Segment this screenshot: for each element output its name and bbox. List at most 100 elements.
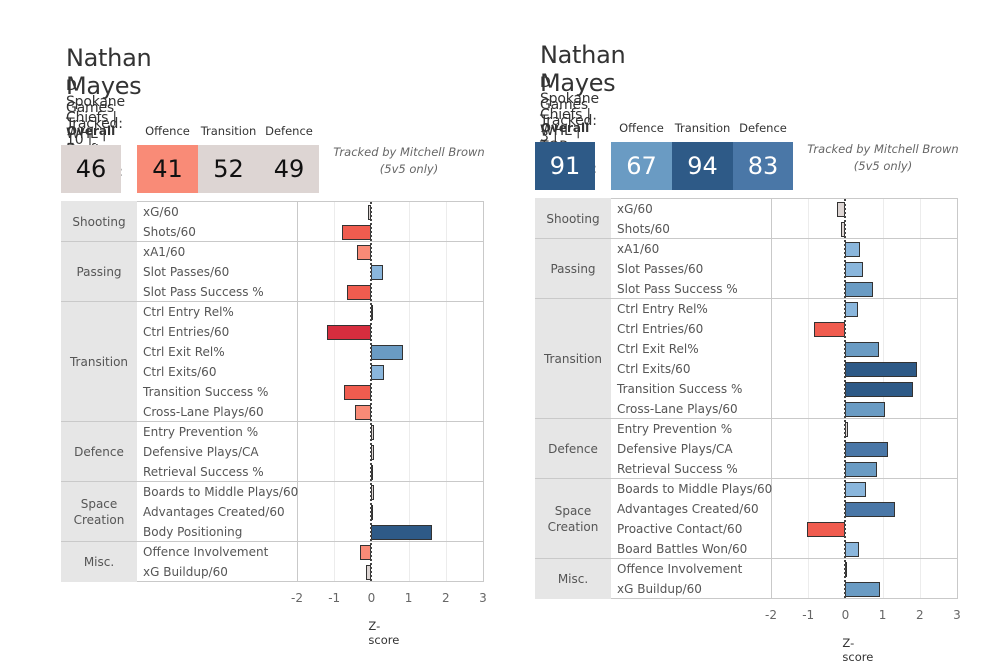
z-score-bar[interactable] <box>343 384 372 400</box>
offence-score-box: 67 <box>611 142 672 190</box>
z-score-bar[interactable] <box>356 244 372 260</box>
metric-label: Retrieval Success % <box>143 465 264 479</box>
z-score-bar[interactable] <box>813 321 846 337</box>
metric-label: Ctrl Exit Rel% <box>617 342 699 356</box>
player-name: Nathan Mayes <box>66 44 152 100</box>
z-score-bar[interactable] <box>355 404 372 420</box>
z-score-bar[interactable] <box>845 401 886 417</box>
x-axis-label: Z-score <box>368 619 400 647</box>
metric-label: Ctrl Entry Rel% <box>143 305 234 319</box>
group-divider <box>611 558 957 559</box>
z-score-bar[interactable] <box>845 241 861 257</box>
metric-label: Advantages Created/60 <box>617 502 759 516</box>
metric-label: Ctrl Entry Rel% <box>617 302 708 316</box>
category-label: Shooting <box>61 201 137 242</box>
x-axis-label: Z-score <box>842 636 874 664</box>
z-score-bar[interactable] <box>347 284 372 300</box>
z-score-bar[interactable] <box>371 264 383 280</box>
metric-label: xA1/60 <box>143 245 186 259</box>
tracked-by-credit: Tracked by Mitchell Brown <box>807 142 959 156</box>
x-axis-tick: -2 <box>291 591 303 605</box>
metrics-table: Shooting xG/60 Shots/60 Passing xA1/60 Slot P… <box>61 201 484 582</box>
z-score-bar[interactable] <box>845 441 889 457</box>
metric-label: Ctrl Exits/60 <box>143 365 217 379</box>
overall-score-box: 46 <box>61 145 121 193</box>
group-divider <box>611 418 957 419</box>
x-axis-tick: 2 <box>441 591 450 605</box>
z-score-bar[interactable] <box>845 541 859 557</box>
group-divider <box>137 241 483 242</box>
z-score-bar[interactable] <box>371 524 433 540</box>
metric-label: Ctrl Entries/60 <box>143 325 230 339</box>
metric-label: Entry Prevention % <box>617 422 733 436</box>
z-score-bar[interactable] <box>326 324 372 340</box>
metric-label: Boards to Middle Plays/60 <box>143 485 299 499</box>
category-label: Misc. <box>61 541 137 582</box>
group-divider <box>611 238 957 239</box>
group-divider <box>611 478 957 479</box>
overall-caption: Overall <box>540 121 590 135</box>
z-score-bar[interactable] <box>845 301 858 317</box>
overall-caption: Overall <box>66 124 116 138</box>
metric-label: Cross-Lane Plays/60 <box>143 405 264 419</box>
metric-label: Slot Passes/60 <box>143 265 230 279</box>
z-score-bar[interactable] <box>845 501 895 517</box>
gridline <box>408 202 410 581</box>
group-divider <box>611 298 957 299</box>
x-axis-tick: 1 <box>404 591 413 605</box>
x-axis-tick: 3 <box>953 608 961 622</box>
z-score-bar[interactable] <box>845 341 879 357</box>
player-name: Nathan Mayes <box>540 41 626 97</box>
metric-label: Body Positioning <box>143 525 243 539</box>
metric-label: Shots/60 <box>617 222 670 236</box>
z-score-bar[interactable] <box>845 381 913 397</box>
z-score-bar[interactable] <box>807 521 846 537</box>
transition-caption: Transition <box>674 121 731 135</box>
defence-caption: Defence <box>265 124 313 138</box>
bar-plot-area <box>771 199 957 598</box>
category-label: Defence <box>61 421 137 482</box>
x-axis-tick: 1 <box>878 608 887 622</box>
z-score-bar[interactable] <box>845 581 880 597</box>
category-label: Defence <box>535 418 611 479</box>
strength-note: (5v5 only) <box>853 159 913 173</box>
gridline <box>919 199 921 598</box>
x-axis-tick: -1 <box>328 591 341 605</box>
metric-label: Retrieval Success % <box>617 462 738 476</box>
zero-reference-line <box>844 199 847 598</box>
offence-caption: Offence <box>145 124 190 138</box>
z-score-bar[interactable] <box>371 344 404 360</box>
x-axis-tick: 0 <box>367 591 376 605</box>
metric-label: Cross-Lane Plays/60 <box>617 402 738 416</box>
defence-score-box: 83 <box>733 142 793 190</box>
z-score-bar[interactable] <box>371 364 384 380</box>
zero-reference-line <box>370 202 373 581</box>
metric-label: xG/60 <box>617 202 653 216</box>
x-axis-tick: 2 <box>915 608 924 622</box>
z-score-bar[interactable] <box>845 281 874 297</box>
z-score-bar[interactable] <box>845 361 917 377</box>
offence-score-box: 41 <box>137 145 198 193</box>
defence-caption: Defence <box>739 121 787 135</box>
defence-score-box: 49 <box>259 145 319 193</box>
group-divider <box>137 481 483 482</box>
z-score-bar[interactable] <box>845 461 877 477</box>
category-label: Passing <box>61 241 137 302</box>
transition-caption: Transition <box>200 124 257 138</box>
gridline <box>445 202 447 581</box>
z-score-bar[interactable] <box>845 481 867 497</box>
metric-label: Entry Prevention % <box>143 425 259 439</box>
z-score-bar[interactable] <box>341 224 372 240</box>
metric-label: Offence Involvement <box>617 562 743 576</box>
category-label: Space Creation <box>61 481 137 542</box>
metric-label: xA1/60 <box>617 242 660 256</box>
x-axis-tick: 0 <box>841 608 850 622</box>
metric-label: Offence Involvement <box>143 545 269 559</box>
metric-label: xG Buildup/60 <box>143 565 228 579</box>
category-label: Passing <box>535 238 611 299</box>
metric-label: Transition Success % <box>143 385 269 399</box>
group-divider <box>137 301 483 302</box>
z-score-bar[interactable] <box>845 261 864 277</box>
x-axis-tick: -1 <box>802 608 815 622</box>
metric-label: Ctrl Exits/60 <box>617 362 691 376</box>
